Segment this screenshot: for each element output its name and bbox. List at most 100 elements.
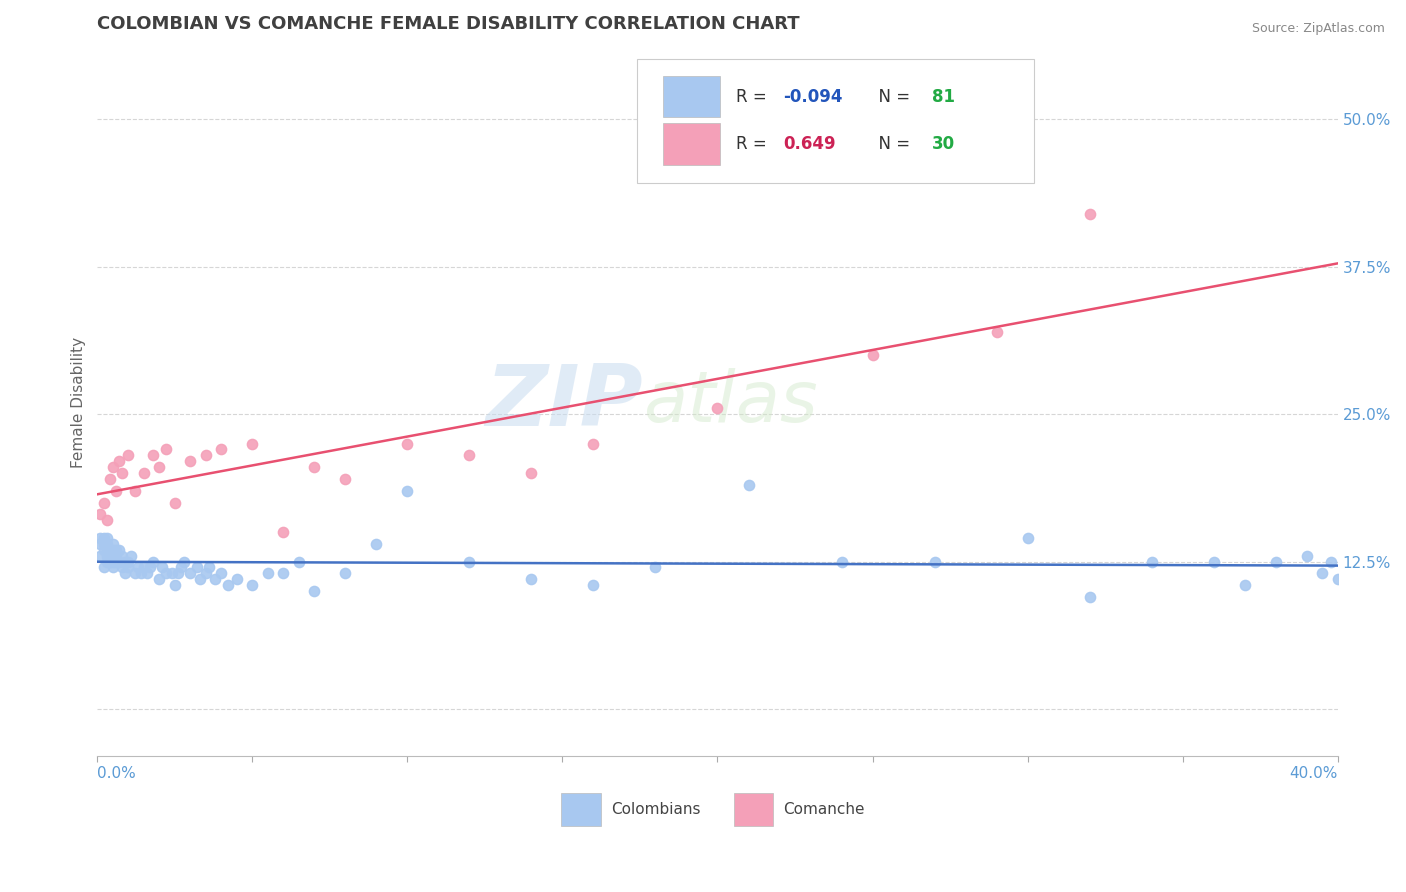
Text: N =: N = <box>868 135 915 153</box>
Point <box>188 572 211 586</box>
Point <box>96 549 118 563</box>
Text: 30: 30 <box>932 135 955 153</box>
Point <box>335 566 357 581</box>
Point <box>209 566 232 581</box>
Point <box>108 454 131 468</box>
Point <box>155 566 177 581</box>
Point <box>93 560 115 574</box>
Point <box>96 542 118 557</box>
Point <box>163 578 186 592</box>
Point <box>273 524 295 539</box>
Point <box>104 555 127 569</box>
Point <box>93 495 115 509</box>
Point <box>458 555 481 569</box>
FancyBboxPatch shape <box>637 59 1033 183</box>
Point <box>737 478 759 492</box>
Point <box>89 537 111 551</box>
Text: COLOMBIAN VS COMANCHE FEMALE DISABILITY CORRELATION CHART: COLOMBIAN VS COMANCHE FEMALE DISABILITY … <box>97 15 800 33</box>
Point <box>132 560 155 574</box>
Point <box>104 549 127 563</box>
Point <box>124 483 146 498</box>
Point <box>117 555 139 569</box>
Point <box>288 555 311 569</box>
Point <box>132 466 155 480</box>
Point <box>582 578 605 592</box>
Text: R =: R = <box>737 135 772 153</box>
Point <box>186 560 208 574</box>
Point <box>924 555 946 569</box>
Point <box>98 542 121 557</box>
Point <box>273 566 295 581</box>
Point <box>93 542 115 557</box>
Point <box>242 578 264 592</box>
Point <box>124 566 146 581</box>
FancyBboxPatch shape <box>734 793 773 825</box>
Point <box>127 560 149 574</box>
Point <box>111 466 134 480</box>
Point <box>117 449 139 463</box>
Point <box>1295 549 1317 563</box>
Point <box>114 566 136 581</box>
Point <box>194 449 217 463</box>
Point <box>225 572 247 586</box>
Point <box>98 472 121 486</box>
Point <box>194 566 217 581</box>
Point <box>304 460 326 475</box>
Point <box>179 566 201 581</box>
Point <box>96 513 118 527</box>
Point <box>986 325 1008 339</box>
Point <box>101 555 124 569</box>
Text: ZIP: ZIP <box>485 360 643 444</box>
Text: Comanche: Comanche <box>783 802 865 817</box>
Point <box>862 348 884 362</box>
Point <box>148 572 170 586</box>
Point <box>1264 555 1286 569</box>
Point <box>152 560 174 574</box>
Point <box>89 549 111 563</box>
Point <box>217 578 239 592</box>
Point <box>96 555 118 569</box>
Point <box>111 560 134 574</box>
Point <box>366 537 388 551</box>
Text: R =: R = <box>737 87 772 105</box>
Point <box>142 555 165 569</box>
Point <box>101 460 124 475</box>
Point <box>582 436 605 450</box>
Point <box>644 560 666 574</box>
Point <box>1202 555 1225 569</box>
Text: atlas: atlas <box>643 368 818 437</box>
Point <box>96 537 118 551</box>
Point <box>1326 572 1348 586</box>
Point <box>108 555 131 569</box>
Y-axis label: Female Disability: Female Disability <box>72 337 86 468</box>
Point <box>98 555 121 569</box>
Point <box>142 449 165 463</box>
Point <box>101 542 124 557</box>
Text: Source: ZipAtlas.com: Source: ZipAtlas.com <box>1251 22 1385 36</box>
Point <box>1310 566 1333 581</box>
FancyBboxPatch shape <box>561 793 600 825</box>
Point <box>458 449 481 463</box>
Point <box>1320 555 1343 569</box>
Point <box>242 436 264 450</box>
Point <box>209 442 232 457</box>
Point <box>139 560 162 574</box>
Point <box>111 549 134 563</box>
Point <box>120 549 142 563</box>
Point <box>179 454 201 468</box>
Text: 0.0%: 0.0% <box>97 765 136 780</box>
Point <box>1233 578 1256 592</box>
Text: Colombians: Colombians <box>610 802 700 817</box>
Point <box>155 442 177 457</box>
Point <box>170 560 193 574</box>
Point <box>163 495 186 509</box>
Point <box>198 560 221 574</box>
Point <box>136 566 159 581</box>
Text: -0.094: -0.094 <box>783 87 842 105</box>
Point <box>104 542 127 557</box>
FancyBboxPatch shape <box>662 123 720 165</box>
Point <box>93 537 115 551</box>
Text: 81: 81 <box>932 87 955 105</box>
Point <box>108 542 131 557</box>
Point <box>1078 590 1101 604</box>
